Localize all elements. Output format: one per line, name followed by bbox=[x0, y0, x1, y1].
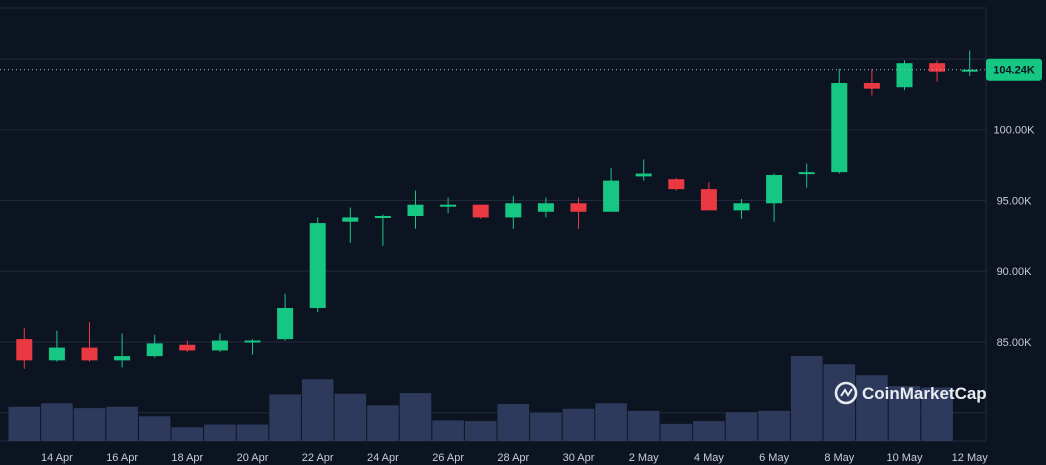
candle-body-up bbox=[309, 223, 326, 308]
candle-body-up bbox=[277, 307, 294, 340]
candle-body-down bbox=[700, 189, 717, 211]
candle-body-down bbox=[929, 63, 946, 72]
candle-body-up bbox=[244, 340, 261, 343]
volume-bars bbox=[8, 356, 953, 441]
x-tick-label: 12 May bbox=[952, 452, 989, 464]
volume-bar bbox=[106, 406, 138, 441]
candle-body-up bbox=[505, 203, 522, 218]
x-tick-label: 28 Apr bbox=[497, 452, 529, 464]
candle-body-down bbox=[472, 204, 489, 218]
x-tick-label: 10 May bbox=[886, 452, 923, 464]
volume-bar bbox=[399, 393, 432, 441]
candle-body-up bbox=[798, 172, 815, 175]
current-price-tag: 104.24K bbox=[986, 58, 1042, 81]
x-tick-label: 14 Apr bbox=[41, 452, 73, 464]
candle-body-up bbox=[896, 63, 913, 88]
candle-body-up bbox=[342, 217, 359, 222]
volume-bar bbox=[693, 421, 725, 441]
candle-body-up bbox=[635, 173, 652, 177]
y-tick-label: 100.00K bbox=[994, 125, 1036, 137]
x-tick-label: 20 Apr bbox=[237, 452, 269, 464]
x-tick-label: 24 Apr bbox=[367, 452, 399, 464]
volume-bar bbox=[367, 405, 399, 441]
candle-body-up bbox=[48, 347, 65, 361]
volume-bar bbox=[888, 386, 921, 441]
volume-bar bbox=[138, 416, 171, 441]
volume-bar bbox=[530, 412, 562, 441]
candle-body-up bbox=[146, 343, 163, 357]
candle-body-down bbox=[16, 339, 33, 361]
candle-body-down bbox=[668, 179, 685, 190]
volume-bar bbox=[41, 403, 73, 441]
x-tick-label: 2 May bbox=[629, 452, 659, 464]
volume-bar bbox=[921, 387, 953, 441]
volume-bar bbox=[660, 423, 693, 441]
candle-body-down bbox=[570, 203, 587, 212]
volume-bar bbox=[595, 403, 627, 441]
x-tick-label: 30 Apr bbox=[563, 452, 595, 464]
volume-bar bbox=[269, 394, 301, 441]
candle-body-down bbox=[179, 344, 196, 351]
current-price-label: 104.24K bbox=[993, 65, 1035, 77]
candle-body-up bbox=[733, 203, 750, 211]
volume-bar bbox=[334, 393, 367, 441]
x-tick-label: 18 Apr bbox=[171, 452, 203, 464]
x-tick-label: 22 Apr bbox=[302, 452, 334, 464]
candle-body-up bbox=[603, 180, 620, 212]
candle-body-up bbox=[407, 204, 424, 217]
y-tick-label: 95.00K bbox=[997, 195, 1033, 207]
current-price-tag-background bbox=[986, 58, 1042, 81]
x-axis-ticks: 14 Apr 16 Apr 18 Apr 20 Apr 22 Apr 24 Apr 26 A… bbox=[41, 452, 988, 464]
y-tick-label: 85.00K bbox=[997, 337, 1033, 349]
y-axis-ticks: 85.00K 90.00K 95.00K 100.00K bbox=[994, 125, 1036, 349]
candle-body-up bbox=[114, 356, 131, 361]
watermark-text: CoinMarketCap bbox=[862, 384, 987, 403]
candle-body-down bbox=[81, 347, 98, 361]
volume-bar bbox=[432, 420, 464, 441]
candle-bodies bbox=[16, 63, 978, 361]
coinmarketcap-watermark: CoinMarketCap bbox=[834, 381, 987, 405]
volume-bar bbox=[758, 410, 790, 441]
volume-bar bbox=[725, 412, 758, 441]
volume-bar bbox=[464, 421, 497, 441]
volume-bar bbox=[171, 427, 204, 441]
volume-bar bbox=[790, 356, 823, 441]
coinmarketcap-logo-icon bbox=[834, 381, 858, 405]
volume-bar bbox=[856, 375, 888, 441]
x-tick-label: 8 May bbox=[824, 452, 854, 464]
candle-body-up bbox=[440, 204, 457, 207]
x-tick-label: 16 Apr bbox=[106, 452, 138, 464]
candle-body-up bbox=[211, 340, 228, 351]
y-tick-label: 90.00K bbox=[997, 266, 1033, 278]
candle-body-down bbox=[863, 82, 880, 89]
volume-bar bbox=[204, 424, 236, 441]
candle-body-up bbox=[831, 82, 848, 173]
x-tick-label: 26 Apr bbox=[432, 452, 464, 464]
volume-bar bbox=[301, 379, 334, 441]
candle-body-up bbox=[766, 174, 783, 204]
volume-bar bbox=[8, 406, 41, 441]
x-tick-label: 4 May bbox=[694, 452, 724, 464]
volume-bar bbox=[236, 424, 269, 441]
candle-body-up bbox=[537, 203, 554, 212]
x-tick-label: 6 May bbox=[759, 452, 789, 464]
volume-bar bbox=[73, 408, 106, 441]
volume-bar bbox=[562, 408, 595, 441]
volume-bar bbox=[497, 403, 530, 441]
candle-body-up bbox=[374, 216, 391, 219]
candle-body-up bbox=[961, 69, 978, 72]
volume-bar bbox=[627, 410, 660, 441]
